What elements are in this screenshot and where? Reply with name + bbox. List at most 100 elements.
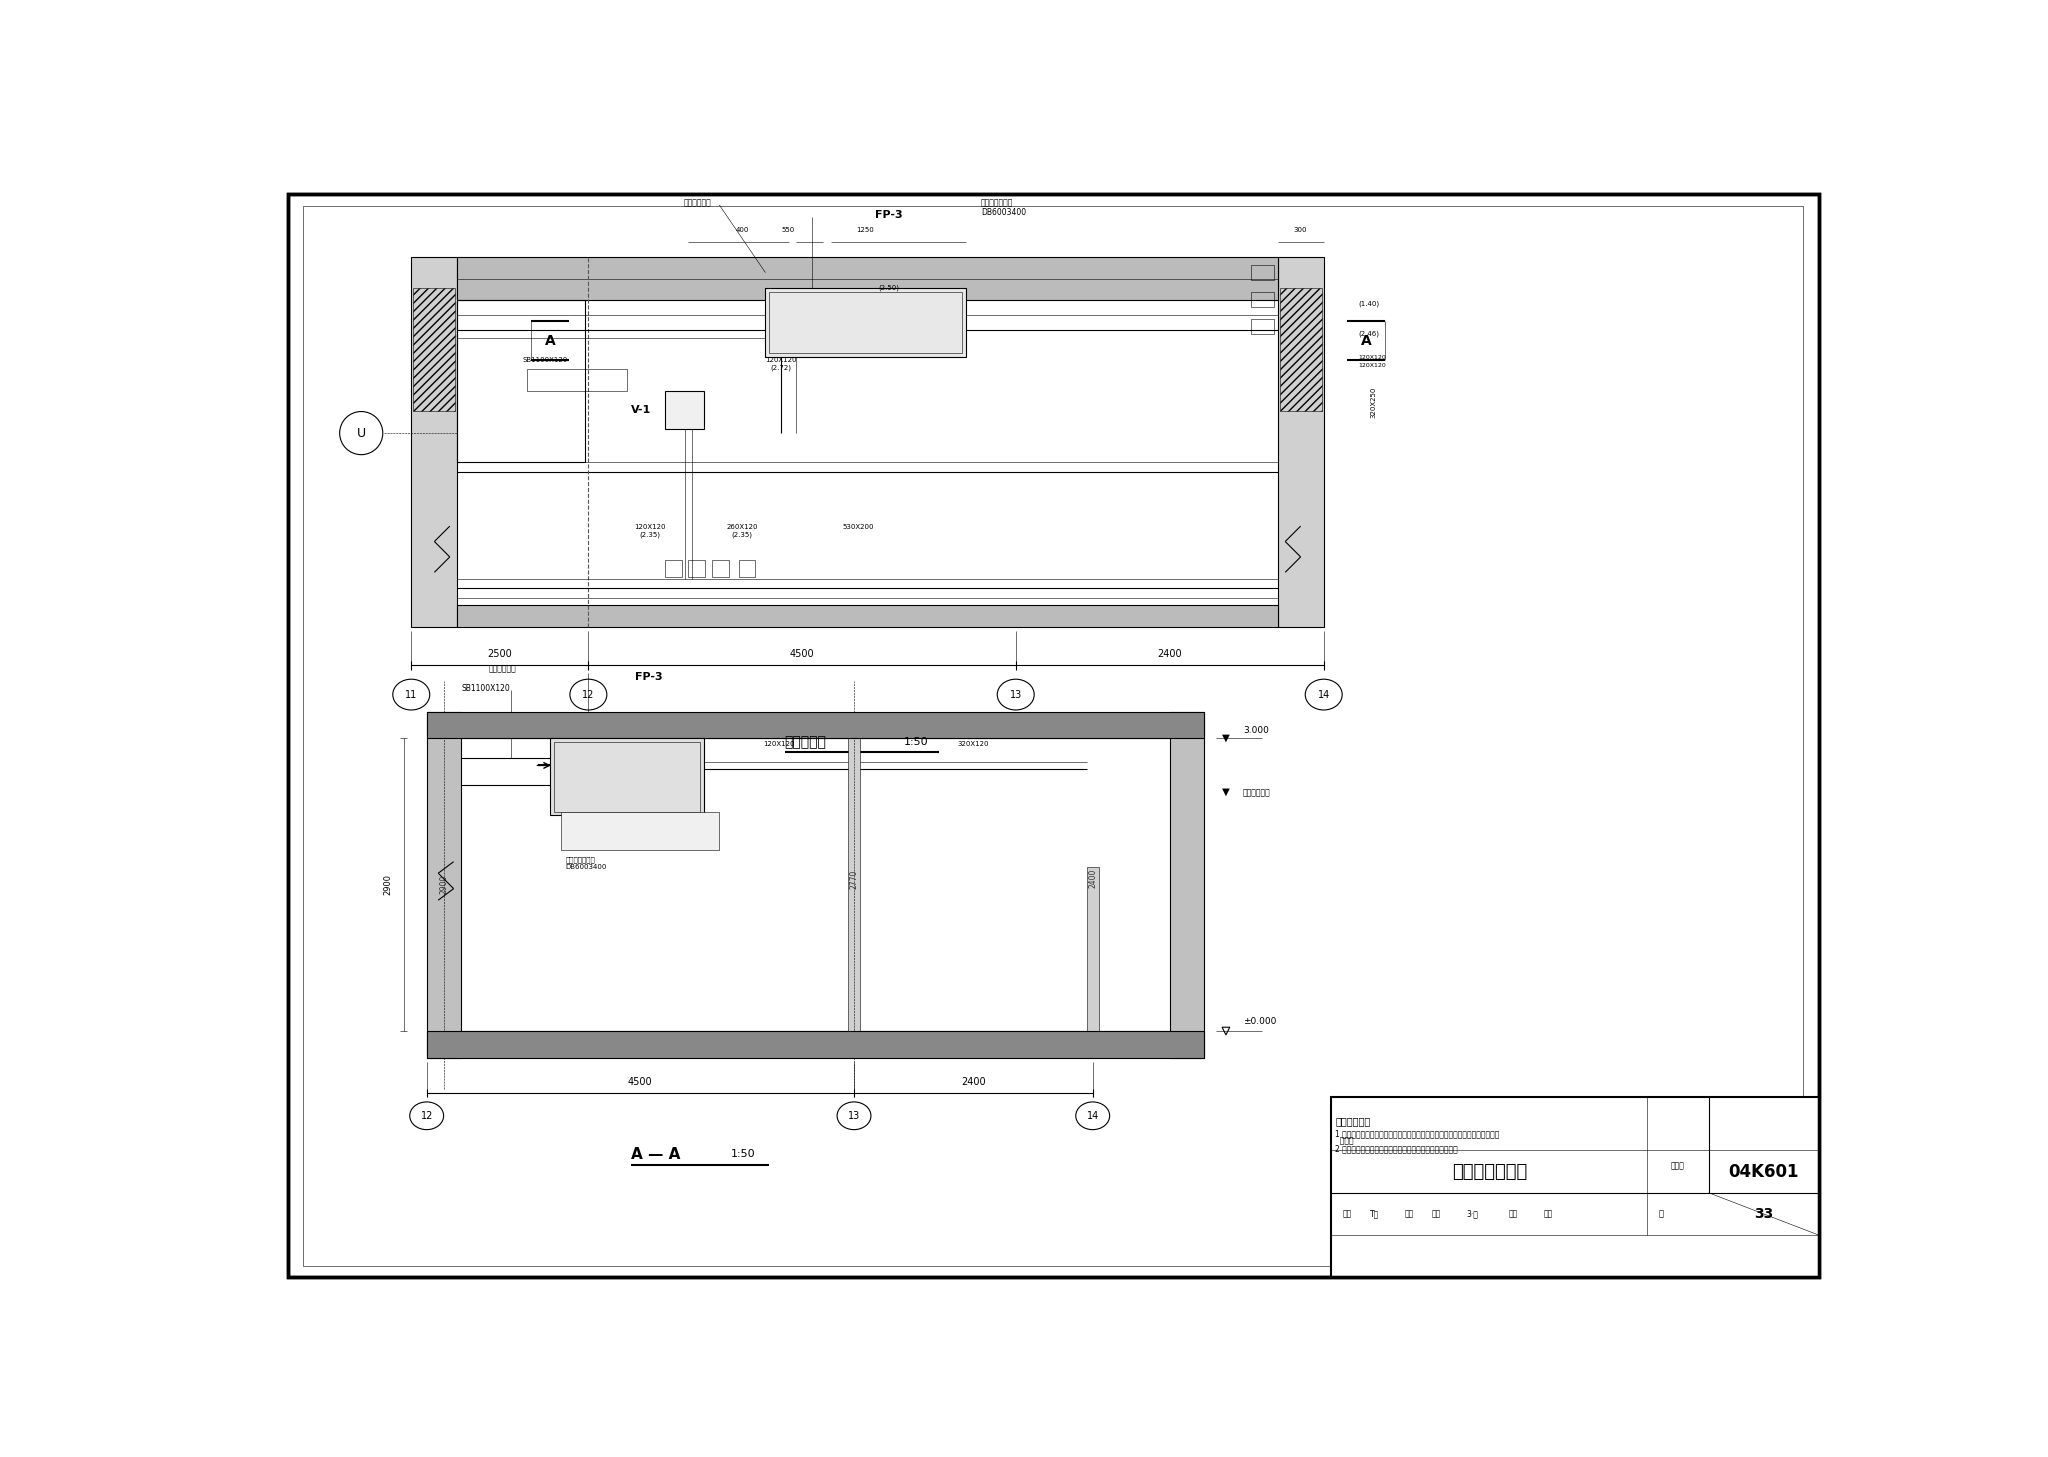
Text: (2.35): (2.35) [639, 532, 659, 538]
Text: (2.35): (2.35) [731, 532, 754, 538]
Bar [666, 390, 705, 430]
Text: 页: 页 [1659, 1209, 1663, 1218]
Text: (1.40): (1.40) [1358, 300, 1380, 306]
Text: (2.72): (2.72) [770, 364, 791, 372]
Text: U: U [356, 427, 367, 440]
Text: 保温金属软管: 保温金属软管 [487, 664, 516, 673]
Text: 12: 12 [420, 1110, 432, 1120]
Text: 可兼过滤新风口: 可兼过滤新风口 [565, 857, 596, 863]
Bar [457, 258, 1278, 300]
Text: A — A: A — A [631, 1147, 680, 1161]
Text: 4500: 4500 [629, 1077, 653, 1087]
Bar [457, 605, 1278, 627]
Text: DB6003400: DB6003400 [981, 208, 1026, 217]
Text: 审核: 审核 [1343, 1209, 1352, 1218]
Text: 120X120: 120X120 [1358, 363, 1386, 367]
Text: FP-3: FP-3 [874, 210, 903, 220]
Text: 14: 14 [1317, 689, 1329, 699]
Text: 2400: 2400 [961, 1077, 985, 1087]
Text: V-1: V-1 [631, 405, 651, 415]
Bar [1331, 1097, 1819, 1278]
Text: 金振: 金振 [1544, 1209, 1552, 1218]
Bar [561, 812, 719, 849]
Text: 14: 14 [1087, 1110, 1100, 1120]
Text: 120X120: 120X120 [764, 740, 795, 747]
Bar [666, 559, 682, 577]
Text: 1250: 1250 [856, 227, 874, 233]
Text: DB6003400: DB6003400 [565, 864, 606, 870]
Text: 11: 11 [406, 689, 418, 699]
Text: 2770: 2770 [850, 870, 858, 889]
Text: 2500: 2500 [487, 648, 512, 659]
Text: 可兼过滤新风口: 可兼过滤新风口 [981, 198, 1014, 208]
Text: 酒店客房放大图: 酒店客房放大图 [1452, 1163, 1528, 1180]
Text: 320X250: 320X250 [1370, 386, 1376, 418]
Text: 冷凝水排水管: 冷凝水排水管 [1243, 788, 1270, 797]
Bar [739, 559, 756, 577]
Text: 300: 300 [1294, 227, 1307, 233]
Polygon shape [1223, 734, 1229, 742]
Bar [426, 1032, 1204, 1058]
Bar [426, 711, 461, 1058]
Text: 120X120: 120X120 [635, 523, 666, 530]
Bar [770, 291, 963, 354]
Text: (2.50): (2.50) [879, 284, 899, 291]
Text: 13: 13 [1010, 689, 1022, 699]
Bar [414, 288, 455, 411]
Text: 2400: 2400 [1157, 648, 1182, 659]
Bar [1169, 711, 1204, 1058]
Bar [1278, 258, 1323, 627]
Text: 1 平面图、放大图及剖面图中的建筑、结构专业的轮廓线应与建筑及结构专业相: 1 平面图、放大图及剖面图中的建筑、结构专业的轮廓线应与建筑及结构专业相 [1335, 1129, 1499, 1138]
Bar [549, 739, 705, 816]
Text: 王加: 王加 [1432, 1209, 1442, 1218]
Text: FP-3: FP-3 [635, 672, 662, 682]
Text: 120X120: 120X120 [1358, 356, 1386, 360]
Text: (2.46): (2.46) [1358, 331, 1380, 338]
Text: 4500: 4500 [791, 648, 815, 659]
Bar [688, 559, 705, 577]
Text: 设计: 设计 [1509, 1209, 1518, 1218]
Bar [1087, 867, 1100, 1058]
Text: 12: 12 [582, 689, 594, 699]
Text: 1:50: 1:50 [903, 737, 928, 747]
Bar [412, 258, 457, 627]
Text: 260X120: 260X120 [727, 523, 758, 530]
Text: 2900: 2900 [383, 874, 393, 895]
Text: 1:50: 1:50 [731, 1150, 756, 1160]
Text: 04K601: 04K601 [1729, 1163, 1798, 1180]
Text: 【补充说明】: 【补充说明】 [1335, 1116, 1370, 1126]
Bar [457, 300, 584, 462]
Text: 2 剖面图应选择在平面图无法表示清楚的部位剖切后绘制。: 2 剖面图应选择在平面图无法表示清楚的部位剖切后绘制。 [1335, 1144, 1458, 1154]
Text: 2900: 2900 [438, 876, 449, 895]
Text: 校对: 校对 [1405, 1209, 1413, 1218]
Text: 3.000: 3.000 [1243, 726, 1270, 736]
Text: 3·加: 3·加 [1466, 1209, 1479, 1218]
Text: 530X200: 530X200 [842, 523, 874, 530]
Text: A: A [545, 334, 555, 348]
Text: 400: 400 [735, 227, 750, 233]
Bar [553, 742, 700, 812]
Text: 客房放大图: 客房放大图 [784, 736, 827, 749]
Text: A: A [1360, 334, 1372, 348]
Bar [426, 711, 1204, 739]
Text: SB1100X120: SB1100X120 [522, 357, 567, 363]
Text: SB1100X120: SB1100X120 [461, 683, 510, 694]
Text: 120X120: 120X120 [766, 357, 797, 363]
Text: T高: T高 [1370, 1209, 1378, 1218]
Bar [526, 369, 627, 390]
Bar [1280, 288, 1323, 411]
Text: 13: 13 [848, 1110, 860, 1120]
Polygon shape [1223, 788, 1229, 796]
Bar [711, 559, 729, 577]
Text: 550: 550 [782, 227, 795, 233]
Text: 图集号: 图集号 [1671, 1161, 1686, 1170]
Bar [1251, 265, 1274, 280]
Bar [848, 711, 860, 1058]
Text: ±0.000: ±0.000 [1243, 1017, 1276, 1026]
Text: 2400: 2400 [1087, 868, 1098, 887]
Text: 一致。: 一致。 [1335, 1136, 1354, 1145]
Bar [1251, 291, 1274, 307]
Text: 保温金属软管: 保温金属软管 [684, 198, 711, 208]
Text: 33: 33 [1755, 1206, 1774, 1221]
Bar [766, 288, 967, 357]
